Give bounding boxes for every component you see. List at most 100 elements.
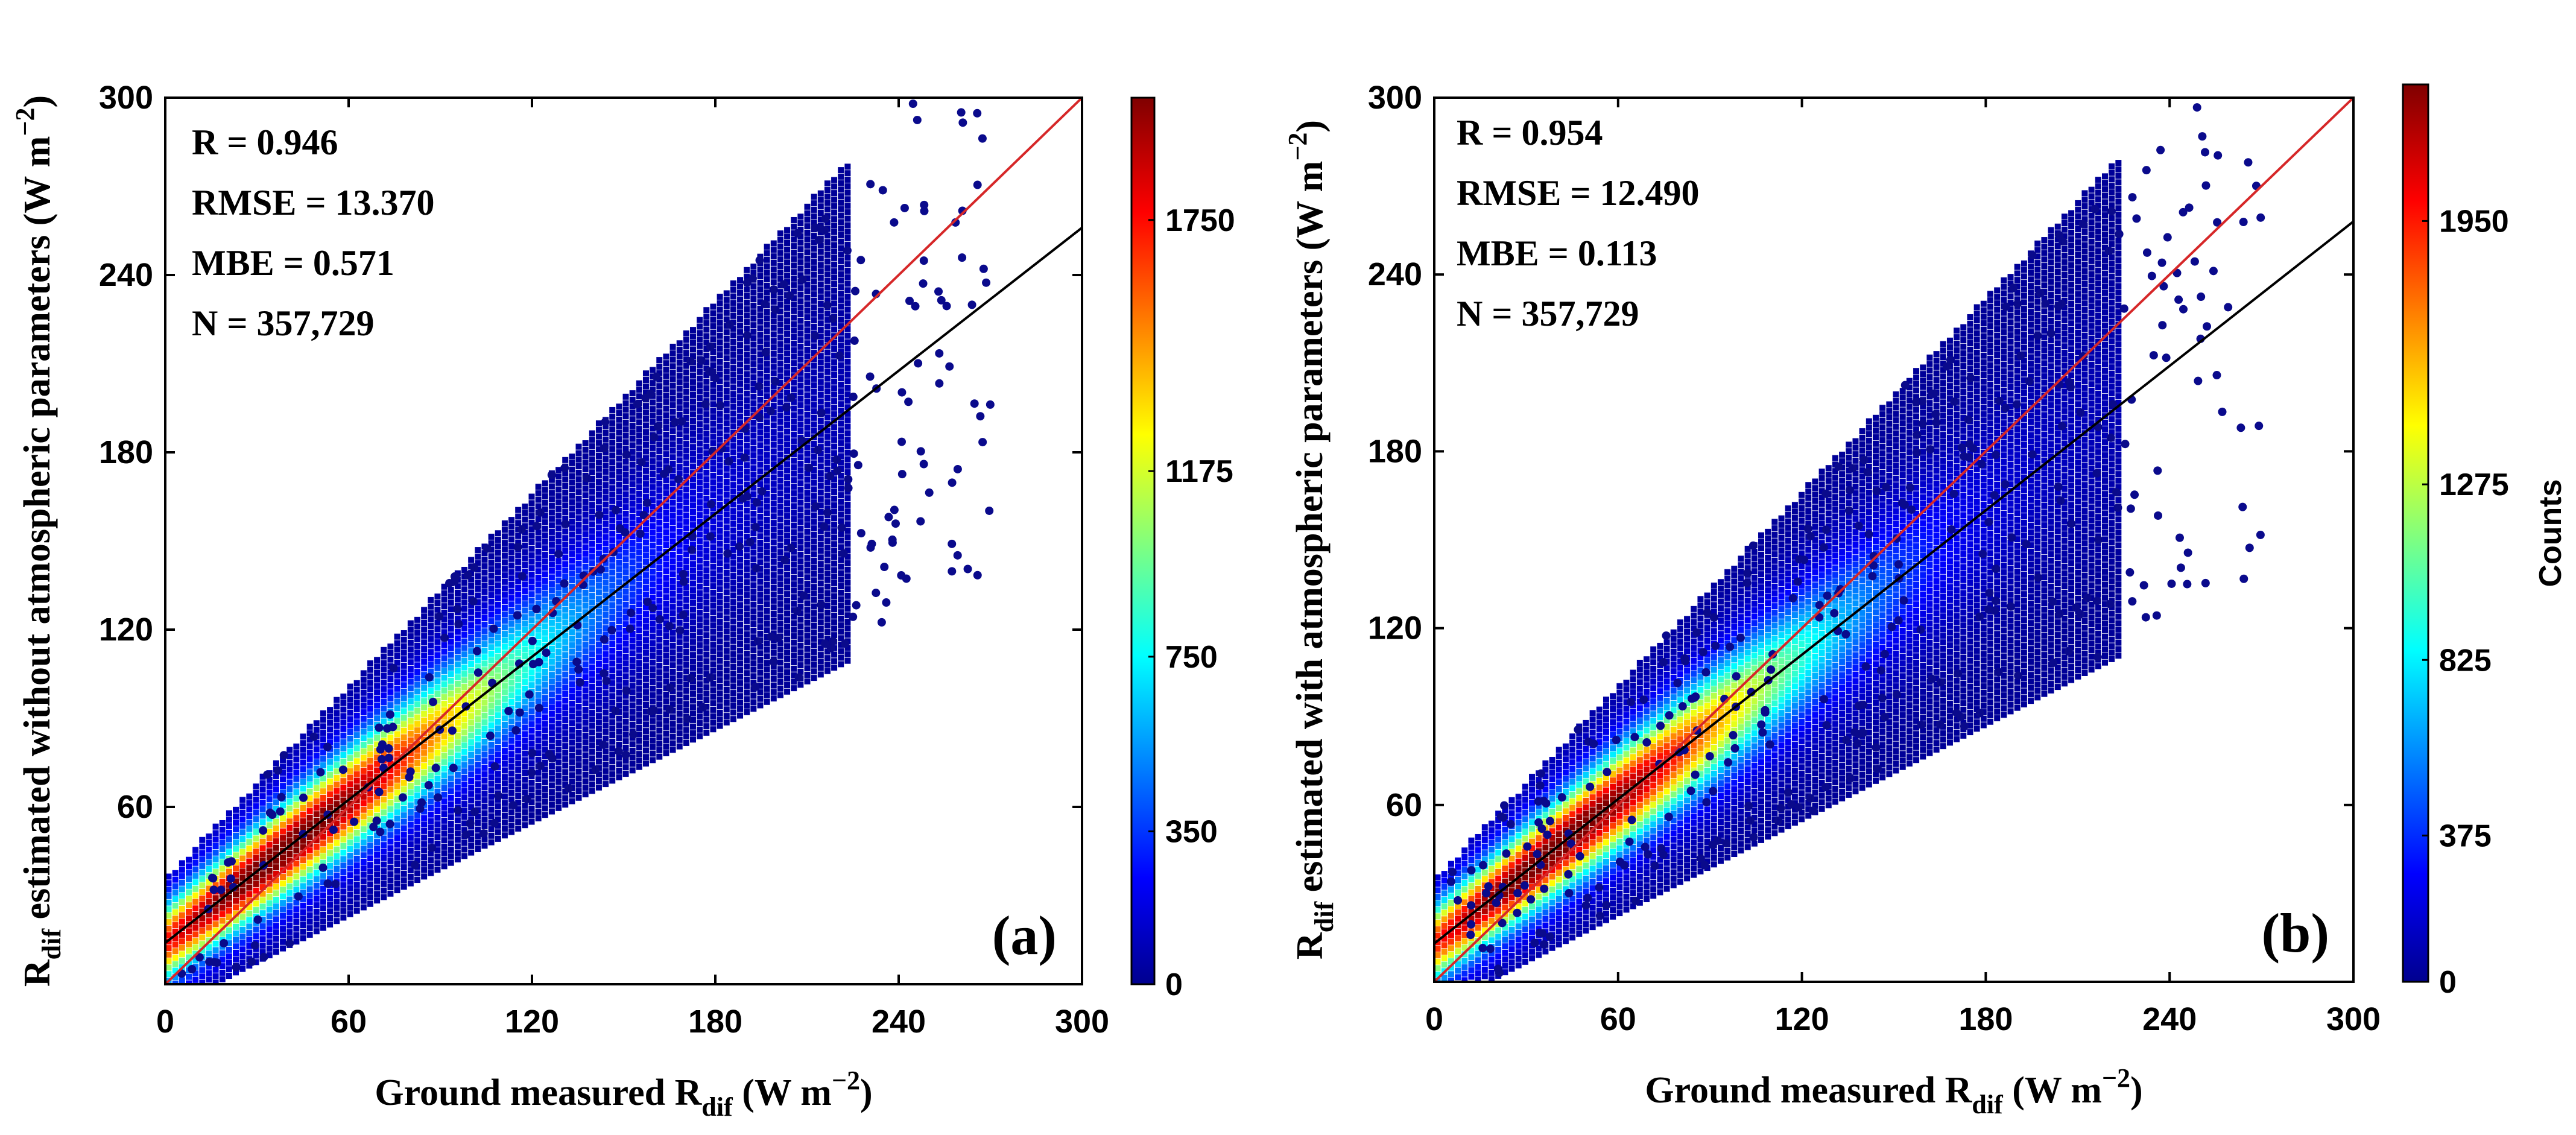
density-cell — [656, 513, 663, 519]
density-cell — [481, 628, 488, 634]
density-cell — [575, 742, 582, 749]
density-cell — [421, 795, 428, 802]
density-cell — [750, 608, 757, 615]
density-cell — [616, 540, 622, 546]
density-cell — [172, 883, 179, 890]
density-cell — [770, 650, 777, 656]
density-cell — [642, 376, 649, 383]
density-cell — [663, 665, 669, 672]
density-cell — [603, 696, 609, 703]
density-cell — [844, 437, 851, 443]
density-cell — [468, 661, 475, 668]
density-cell — [791, 379, 797, 386]
density-cell — [575, 443, 582, 450]
density-cell — [441, 753, 448, 759]
density-cell — [750, 484, 757, 491]
density-cell — [616, 533, 622, 540]
density-cell — [407, 815, 414, 821]
density-cell — [777, 555, 783, 562]
density-cell — [259, 903, 266, 910]
density-cell — [737, 459, 744, 466]
density-cell — [428, 818, 434, 824]
density-cell — [669, 642, 676, 649]
density-cell — [300, 811, 306, 818]
density-cell — [569, 538, 575, 545]
density-cell — [569, 642, 575, 648]
density-cell — [690, 502, 697, 509]
density-cell — [737, 374, 744, 381]
density-cell — [750, 478, 757, 484]
density-cell — [777, 581, 783, 588]
density-cell — [817, 632, 824, 639]
density-cell — [575, 508, 582, 515]
density-cell — [603, 508, 609, 514]
density-cell — [515, 767, 522, 773]
density-cell — [811, 233, 817, 239]
density-cell — [394, 750, 400, 757]
density-cell — [481, 784, 488, 791]
density-cell — [616, 774, 622, 780]
density-cell — [636, 647, 642, 653]
density-cell — [844, 592, 851, 599]
density-cell — [454, 745, 461, 752]
density-cell — [212, 895, 219, 902]
density-cell — [697, 499, 703, 505]
density-cell — [226, 823, 232, 830]
density-cell — [642, 663, 649, 669]
density-cell — [824, 531, 831, 538]
density-cell — [669, 630, 676, 636]
density-cell — [589, 742, 595, 748]
density-cell — [212, 869, 219, 876]
density-cell — [313, 753, 320, 759]
density-cell — [501, 819, 508, 826]
density-cell — [300, 837, 306, 844]
density-cell — [367, 868, 373, 874]
density-cell — [791, 451, 797, 458]
density-cell — [663, 633, 669, 639]
density-cell — [744, 312, 750, 319]
density-cell — [306, 853, 313, 860]
density-cell — [179, 879, 185, 886]
density-cell — [804, 308, 811, 314]
scatter-points — [177, 100, 995, 978]
density-cell — [838, 602, 844, 609]
density-cell — [717, 703, 723, 710]
density-cell — [562, 691, 569, 697]
density-cell — [239, 920, 246, 927]
density-cell — [360, 677, 367, 683]
density-cell — [569, 739, 575, 746]
density-cell — [703, 378, 710, 385]
density-cell — [831, 612, 838, 619]
density-cell — [448, 749, 454, 756]
density-cell — [717, 411, 723, 417]
density-cell — [723, 615, 730, 622]
density-cell — [791, 314, 797, 321]
density-cell — [528, 799, 535, 806]
density-cell — [562, 743, 569, 750]
density-cell — [824, 427, 831, 434]
density-cell — [770, 572, 777, 578]
density-cell — [791, 386, 797, 393]
density-cell — [703, 658, 710, 665]
density-cell — [233, 950, 239, 956]
density-cell — [824, 635, 831, 642]
density-cell — [622, 400, 629, 406]
density-cell — [226, 908, 232, 914]
density-cell — [744, 371, 750, 378]
density-cell — [717, 495, 723, 502]
density-cell — [831, 495, 838, 502]
density-cell — [475, 722, 481, 729]
density-cell — [495, 582, 501, 589]
density-cell — [192, 944, 199, 950]
density-cell — [757, 455, 764, 461]
density-cell — [428, 863, 434, 870]
density-cell — [811, 531, 817, 538]
density-cell — [360, 722, 367, 729]
density-cell — [548, 776, 555, 782]
density-cell — [737, 315, 744, 322]
density-cell — [400, 741, 407, 747]
density-cell — [508, 718, 515, 725]
density-cell — [501, 592, 508, 598]
density-cell — [737, 634, 744, 641]
density-cell — [428, 740, 434, 747]
